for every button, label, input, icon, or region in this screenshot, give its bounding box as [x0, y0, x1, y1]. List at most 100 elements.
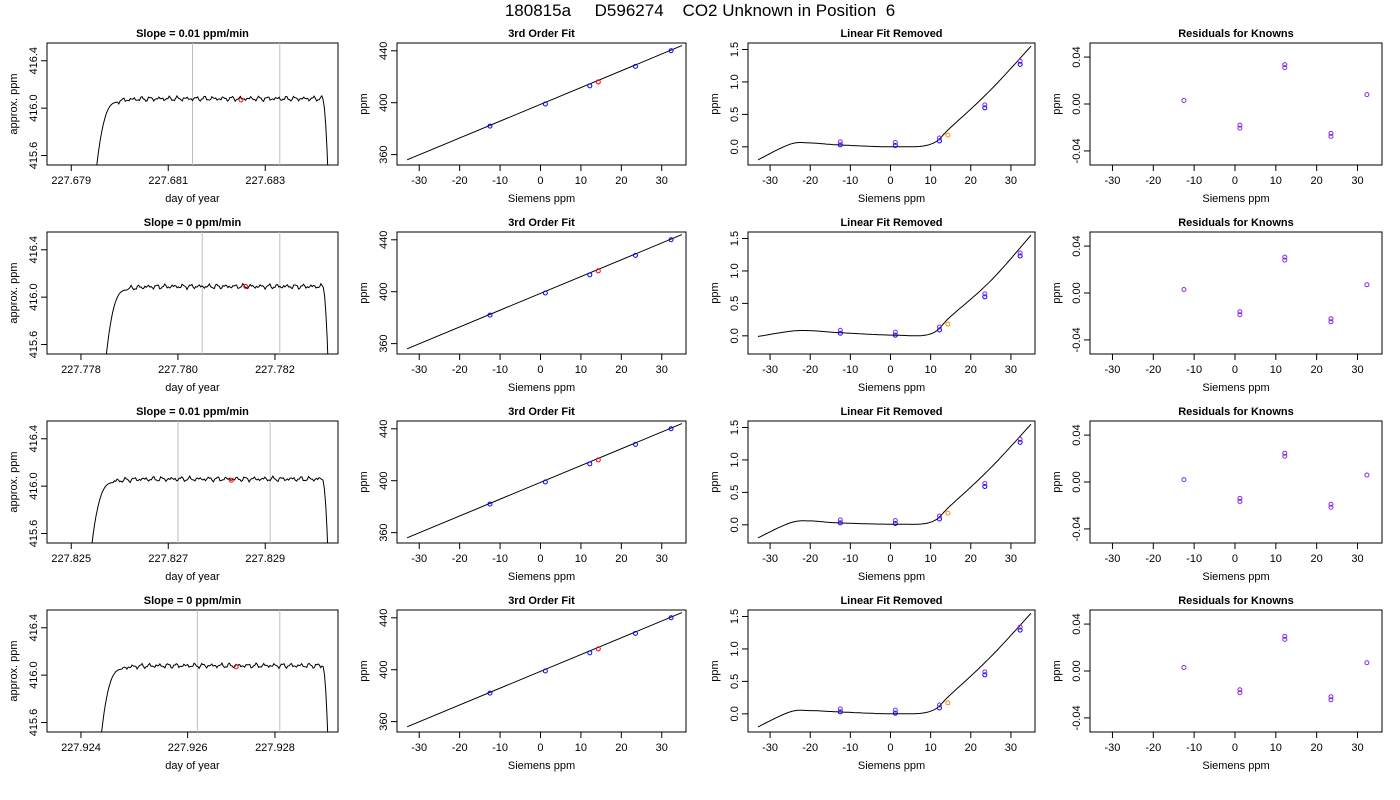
y-tick-label: 0.00: [1071, 282, 1083, 303]
residuals-panel: Residuals for Knowns -30 -20 -10 0 10 20 30 Siem…: [1051, 406, 1383, 583]
y-tick-label: 1.5: [729, 231, 741, 246]
x-tick-label: 0: [887, 742, 893, 754]
y-tick-label: 0.04: [1071, 613, 1083, 634]
x-tick-label: -30: [1105, 742, 1121, 754]
y-tick-label: 0.0: [729, 706, 741, 721]
x-axis-label: Siemens ppm: [858, 193, 925, 205]
x-tick-label: -10: [492, 742, 508, 754]
residual-point-duplicate: [1237, 690, 1243, 696]
plot-frame: [46, 231, 339, 355]
y-tick-label: 416.0: [28, 94, 40, 122]
x-tick-label: 20: [615, 175, 627, 187]
x-tick-label: -10: [1186, 175, 1202, 187]
linear-removed-panel: Linear Fit Removed -30 -20 -10 0 10 20 30 Siemen…: [709, 595, 1036, 772]
x-axis-label: day of year: [165, 193, 220, 205]
panel-title: 3rd Order Fit: [508, 406, 575, 418]
panel-title: Linear Fit Removed: [840, 406, 942, 418]
known-point: [837, 520, 843, 526]
x-tick-label: -10: [1186, 742, 1202, 754]
known-point: [668, 48, 674, 54]
x-tick-label: 30: [1351, 175, 1363, 187]
x-tick-label: 30: [1005, 364, 1017, 376]
known-point-duplicate: [982, 102, 988, 108]
residual-point: [1181, 477, 1187, 483]
x-tick-label: 0: [537, 742, 543, 754]
x-tick-label: 30: [1005, 742, 1017, 754]
y-tick-label: 416.0: [28, 472, 40, 500]
x-tick-label: 30: [1351, 553, 1363, 565]
residual-point: [1282, 453, 1288, 459]
fit-panel: 3rd Order Fit -30 -20 -10 0 10 20 30 Siemens ppm…: [358, 406, 687, 583]
residual-point: [1282, 65, 1288, 71]
y-tick-label: 0.5: [729, 674, 741, 689]
x-axis-label: day of year: [165, 571, 220, 583]
x-tick-label: -20: [802, 175, 818, 187]
known-point-duplicate: [936, 135, 942, 141]
known-point-duplicate: [837, 706, 843, 712]
panel-title: Residuals for Knowns: [1178, 217, 1294, 229]
x-tick-label: 227.681: [148, 175, 188, 187]
y-axis-label: ppm: [709, 471, 721, 492]
y-tick-label: 416.4: [28, 425, 40, 453]
y-axis-label: ppm: [709, 282, 721, 303]
known-point: [982, 484, 988, 490]
y-tick-label: 415.6: [28, 709, 40, 737]
residual-point: [1328, 694, 1334, 700]
known-point: [587, 83, 593, 89]
known-point: [668, 615, 674, 621]
residual-point: [1364, 282, 1370, 288]
y-tick-label: 416.0: [28, 661, 40, 689]
known-point: [837, 330, 843, 336]
plot-frame: [1089, 609, 1383, 733]
unknown-point: [595, 646, 601, 652]
plot-frame: [46, 609, 339, 733]
y-axis-label: ppm: [1051, 471, 1063, 492]
residual-point-duplicate: [1282, 633, 1288, 639]
residual-point: [1237, 687, 1243, 693]
residual-point-duplicate: [1237, 312, 1243, 318]
known-point-duplicate: [892, 329, 898, 335]
x-tick-label: -30: [1105, 364, 1121, 376]
known-point: [982, 105, 988, 111]
unknown-point: [945, 700, 951, 706]
x-tick-label: -30: [1105, 553, 1121, 565]
plot-frame: [46, 420, 339, 544]
unknown-point: [238, 97, 244, 103]
known-point-duplicate: [837, 327, 843, 333]
unknown-point: [945, 132, 951, 138]
x-tick-label: 10: [925, 742, 937, 754]
y-tick-label: 400: [378, 94, 390, 112]
strip-chart-panel: Slope = 0 ppm/min 227.924 227.926 227.928 da…: [8, 595, 339, 772]
y-tick-label: 0.5: [729, 485, 741, 500]
residual-point: [1364, 92, 1370, 98]
figure-title: 180815a D596274 CO2 Unknown in Position …: [504, 1, 896, 20]
plot-frame: [396, 420, 687, 544]
plot-frame: [1089, 42, 1383, 166]
y-tick-label: 1.5: [729, 42, 741, 57]
strip-trace: [96, 94, 329, 165]
x-tick-label: -10: [842, 553, 858, 565]
x-tick-label: -20: [1145, 742, 1161, 754]
x-axis-label: day of year: [165, 382, 220, 394]
known-point: [837, 709, 843, 715]
x-tick-label: 227.683: [245, 175, 285, 187]
panel-title: 3rd Order Fit: [508, 217, 575, 229]
x-tick-label: 10: [575, 553, 587, 565]
plot-frame: [747, 231, 1036, 355]
x-tick-label: 227.780: [158, 364, 198, 376]
x-tick-label: 0: [1232, 175, 1238, 187]
fit-panel: 3rd Order Fit -30 -20 -10 0 10 20 30 Siemens ppm…: [358, 217, 687, 394]
y-tick-label: 360: [378, 712, 390, 730]
y-tick-label: 0.0: [729, 517, 741, 532]
y-tick-label: 1.0: [729, 452, 741, 467]
y-axis-label: ppm: [1051, 282, 1063, 303]
y-axis-label: ppm: [358, 93, 370, 114]
x-tick-label: -30: [411, 364, 427, 376]
plot-frame: [747, 609, 1036, 733]
known-point: [487, 123, 493, 129]
y-tick-label: -0.04: [1071, 516, 1083, 541]
known-point: [487, 501, 493, 507]
residual-point: [1328, 130, 1334, 136]
known-point-duplicate: [982, 669, 988, 675]
y-tick-label: -0.04: [1071, 138, 1083, 163]
